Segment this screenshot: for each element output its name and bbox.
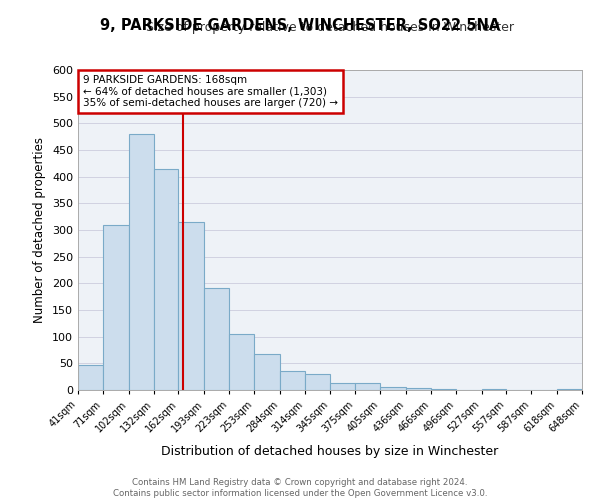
Text: 9 PARKSIDE GARDENS: 168sqm
← 64% of detached houses are smaller (1,303)
35% of s: 9 PARKSIDE GARDENS: 168sqm ← 64% of deta… [83,75,338,108]
X-axis label: Distribution of detached houses by size in Winchester: Distribution of detached houses by size … [161,445,499,458]
Bar [128,134,154,390]
Bar [254,354,280,390]
Bar [103,224,128,390]
Bar [431,389,456,390]
Bar [482,389,506,390]
Bar [78,366,103,390]
Title: Size of property relative to detached houses in Winchester: Size of property relative to detached ho… [146,21,514,34]
Bar [229,334,254,390]
Bar [154,168,178,390]
Text: Contains HM Land Registry data © Crown copyright and database right 2024.
Contai: Contains HM Land Registry data © Crown c… [113,478,487,498]
Bar [204,288,229,390]
Y-axis label: Number of detached properties: Number of detached properties [34,137,46,323]
Text: 9, PARKSIDE GARDENS, WINCHESTER, SO22 5NA: 9, PARKSIDE GARDENS, WINCHESTER, SO22 5N… [100,18,500,32]
Bar [406,388,431,390]
Bar [178,222,204,390]
Bar [355,382,380,390]
Bar [380,388,406,390]
Bar [557,389,582,390]
Bar [331,382,355,390]
Bar [305,374,331,390]
Bar [280,372,305,390]
